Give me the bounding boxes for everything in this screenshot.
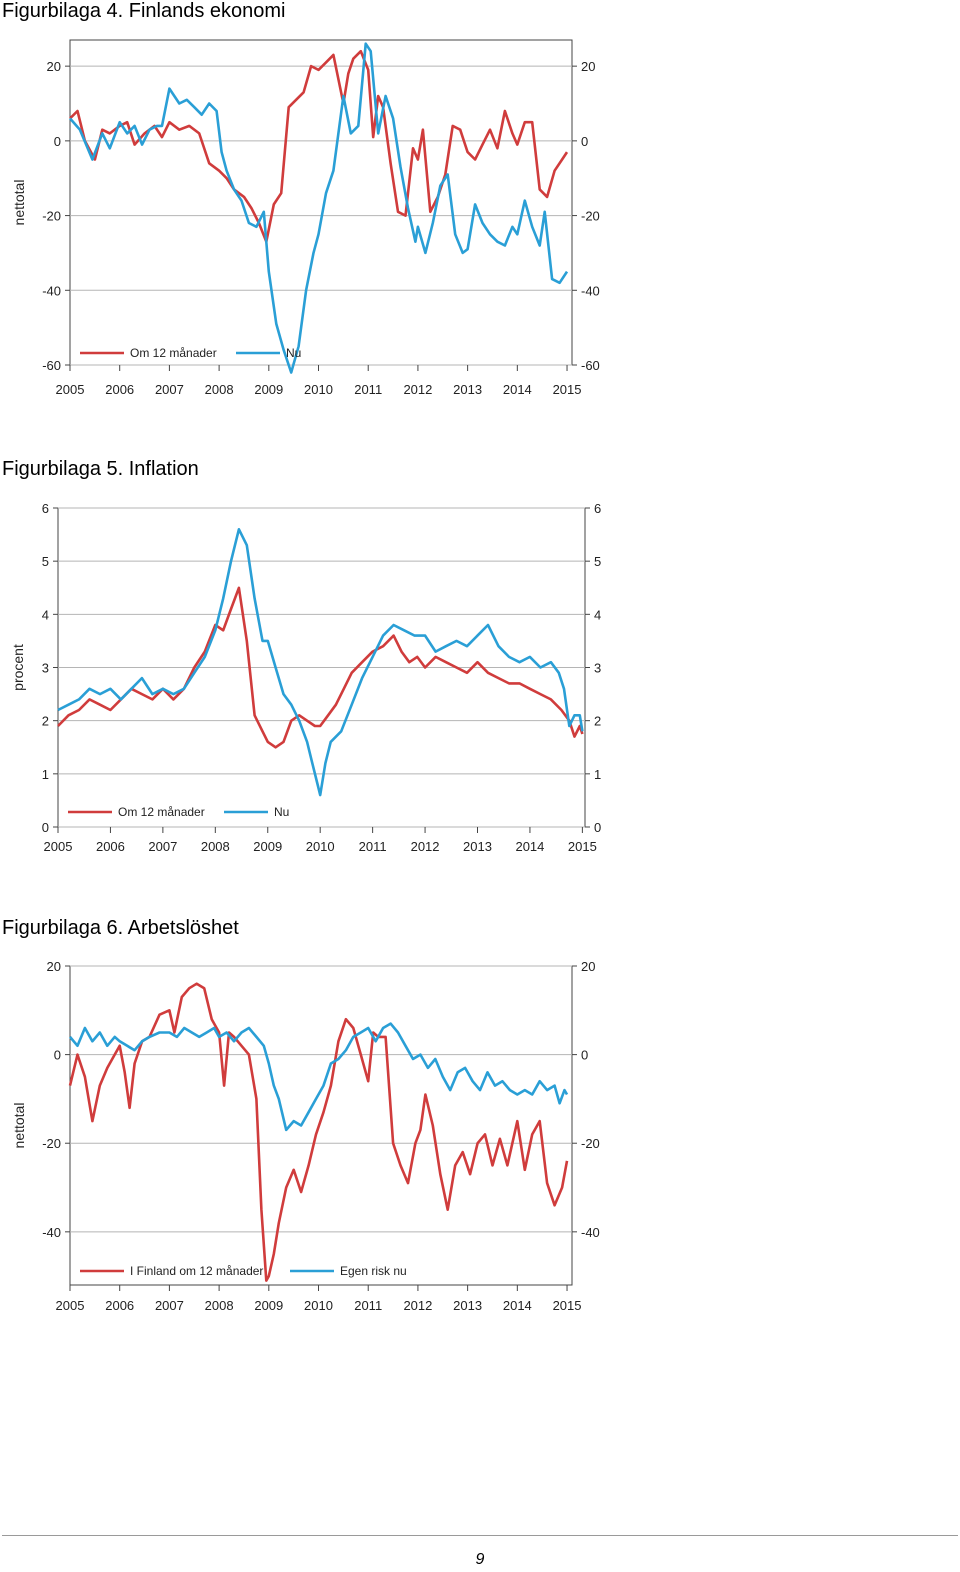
- x-tick-label: 2009: [254, 382, 283, 397]
- chart-finlands-ekonomi-svg: 20 20 0 0 -20 -20 -40 -40 -60 -60 2005 2006 2007 2008…: [11, 39, 600, 397]
- legend-label: I Finland om 12 månader: [130, 1264, 263, 1278]
- y-tick-label-right: 6: [594, 501, 601, 516]
- y-tick-label-right: 5: [594, 554, 601, 569]
- legend-label: Egen risk nu: [340, 1264, 407, 1278]
- y-tick-label-right: -40: [581, 283, 600, 298]
- y-tick-label-left: 0: [54, 1048, 61, 1063]
- plot-area: [69, 39, 573, 366]
- y-tick-label-left: 0: [42, 820, 49, 835]
- series-line-blue: [57, 528, 584, 797]
- x-tick-label: 2010: [304, 382, 333, 397]
- y-tick-label-left: -60: [42, 358, 61, 373]
- chart-finlands-ekonomi: 20 20 0 0 -20 -20 -40 -40 -60 -60 2005 2006 2007 2008…: [0, 28, 612, 408]
- page-number: 9: [475, 1551, 485, 1568]
- x-tick-label: 2015: [568, 839, 597, 854]
- x-tick-label: 2010: [306, 839, 335, 854]
- x-tick-label: 2007: [148, 839, 177, 854]
- y-tick-label-left: 4: [42, 607, 49, 622]
- legend-label: Om 12 månader: [118, 805, 205, 819]
- y-tick-label-left: 3: [42, 661, 49, 676]
- y-tick-label-right: 20: [581, 59, 595, 74]
- x-tick-label: 2009: [253, 839, 282, 854]
- y-tick-label-left: 20: [47, 959, 61, 974]
- y-tick-label-right: -20: [581, 209, 600, 224]
- y-axis-label: procent: [10, 644, 26, 691]
- y-tick-label-left: 5: [42, 554, 49, 569]
- legend-label: Nu: [274, 805, 289, 819]
- y-tick-label-right: 2: [594, 714, 601, 729]
- y-axis-label: nettotal: [11, 180, 27, 226]
- series-line-blue: [69, 42, 569, 374]
- series-line-blue: [69, 1022, 569, 1132]
- x-tick-label: 2014: [515, 839, 544, 854]
- x-tick-label: 2006: [105, 1298, 134, 1313]
- y-tick-label-left: 1: [42, 767, 49, 782]
- y-axis-label: nettotal: [11, 1103, 27, 1149]
- x-tick-label: 2008: [205, 382, 234, 397]
- x-tick-label: 2014: [503, 382, 532, 397]
- y-tick-label-right: -40: [581, 1225, 600, 1240]
- y-tick-label-right: -60: [581, 358, 600, 373]
- chart-arbetsloshet: 20 20 0 0 -20 -20 -40 -40 2005 2006 2007 2008 2009 20…: [0, 948, 612, 1326]
- x-tick-label: 2010: [304, 1298, 333, 1313]
- x-tick-label: 2008: [205, 1298, 234, 1313]
- y-tick-label-left: 20: [47, 59, 61, 74]
- x-tick-label: 2005: [56, 1298, 85, 1313]
- x-tick-label: 2013: [453, 1298, 482, 1313]
- y-tick-label-left: -20: [42, 209, 61, 224]
- y-tick-label-right: 20: [581, 959, 595, 974]
- x-tick-label: 2007: [155, 382, 184, 397]
- x-tick-label: 2011: [354, 1298, 382, 1313]
- x-tick-label: 2015: [553, 382, 582, 397]
- x-tick-label: 2009: [254, 1298, 283, 1313]
- plot-area: [69, 965, 573, 1286]
- legend-label: Om 12 månader: [130, 346, 217, 360]
- x-tick-label: 2013: [453, 382, 482, 397]
- x-tick-label: 2012: [403, 1298, 432, 1313]
- x-tick-label: 2011: [354, 382, 382, 397]
- y-tick-label-left: 2: [42, 714, 49, 729]
- chart-inflation-svg: 6 6 5 5 4 4 3 3 2 2 1 1 0 0 2005 2006 2007 2008 2009 2010 20…: [10, 501, 601, 854]
- figure-4-title: Figurbilaga 4. Finlands ekonomi: [2, 0, 286, 22]
- x-tick-label: 2015: [553, 1298, 582, 1313]
- y-tick-label-left: -40: [42, 1225, 61, 1240]
- y-tick-label-right: 0: [594, 820, 601, 835]
- y-tick-label-right: 3: [594, 661, 601, 676]
- y-tick-label-left: 0: [54, 134, 61, 149]
- y-tick-label-left: 6: [42, 501, 49, 516]
- series-line-red: [57, 586, 584, 749]
- figure-6-title: Figurbilaga 6. Arbetslöshet: [2, 917, 239, 939]
- y-tick-label-right: -20: [581, 1136, 600, 1151]
- y-tick-label-right: 4: [594, 607, 601, 622]
- y-tick-label-right: 0: [581, 1048, 588, 1063]
- y-tick-label-left: -20: [42, 1136, 61, 1151]
- y-tick-label-left: -40: [42, 283, 61, 298]
- figure-5-title: Figurbilaga 5. Inflation: [2, 458, 199, 480]
- x-tick-label: 2012: [411, 839, 440, 854]
- x-tick-label: 2007: [155, 1298, 184, 1313]
- x-tick-label: 2013: [463, 839, 492, 854]
- x-tick-label: 2011: [359, 839, 387, 854]
- x-tick-label: 2005: [56, 382, 85, 397]
- x-tick-label: 2006: [96, 839, 125, 854]
- chart-arbetsloshet-svg: 20 20 0 0 -20 -20 -40 -40 2005 2006 2007 2008 2009 20…: [11, 959, 600, 1313]
- x-tick-label: 2005: [44, 839, 73, 854]
- x-tick-label: 2012: [403, 382, 432, 397]
- x-tick-label: 2014: [503, 1298, 532, 1313]
- chart-inflation: 6 6 5 5 4 4 3 3 2 2 1 1 0 0 2005 2006 2007 2008 2009 2010 20…: [0, 490, 612, 864]
- y-tick-label-right: 0: [581, 134, 588, 149]
- legend-label: Nu: [286, 346, 301, 360]
- y-tick-label-right: 1: [594, 767, 601, 782]
- footer-rule: [2, 1535, 958, 1536]
- x-tick-label: 2006: [105, 382, 134, 397]
- x-tick-label: 2008: [201, 839, 230, 854]
